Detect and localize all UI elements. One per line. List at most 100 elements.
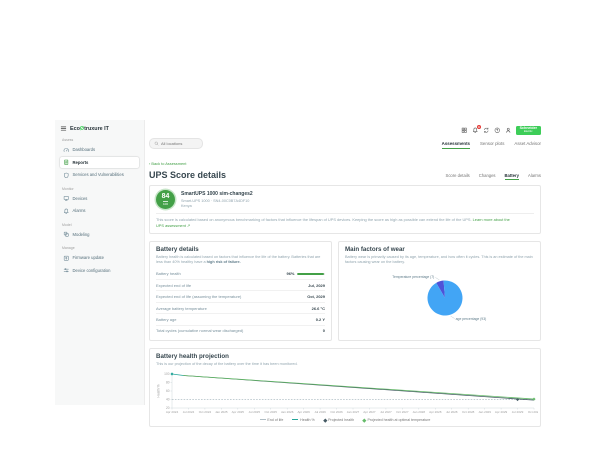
- sidebar-item-modeling[interactable]: Modeling: [60, 229, 139, 241]
- tab-assessments[interactable]: Assessments: [441, 141, 470, 149]
- score-card: 84 100 SmartUPS 1000 sim-changes2 Smart-…: [149, 185, 541, 234]
- svg-text:Apr 2024: Apr 2024: [166, 410, 179, 414]
- battery-details-card: Battery details Battery health is calcul…: [149, 240, 332, 341]
- sidebar-section-model: Model: [62, 222, 72, 227]
- wear-factors-title: Main factors of wear: [345, 245, 405, 253]
- svg-text:Apr 2029: Apr 2029: [495, 410, 508, 414]
- firmware-icon: [63, 255, 70, 262]
- svg-text:Oct 2025: Oct 2025: [265, 410, 278, 414]
- detail-value: 26.6 °C: [311, 305, 325, 311]
- sidebar-item-devices[interactable]: Devices: [60, 193, 139, 205]
- wear-factors-card: Main factors of wear Battery wear is pri…: [338, 240, 541, 341]
- health-bar: [297, 272, 325, 276]
- series-health: [171, 374, 184, 377]
- svg-text:Apr 2027: Apr 2027: [363, 410, 376, 414]
- legend-item-projected-health-at-optimal-temperature: Projected health at optimal temperature: [362, 417, 431, 422]
- sidebar-header: EcoØtruxure IT: [60, 125, 139, 132]
- svg-text:Apr 2025: Apr 2025: [232, 410, 245, 414]
- detail-label: Expected end of life (assuming the tempe…: [156, 294, 242, 300]
- back-link[interactable]: ‹ Back to Assessment: [149, 161, 187, 166]
- divider: [156, 213, 534, 214]
- device-name: SmartUPS 1000 sim-changes2: [181, 191, 253, 198]
- detail-value: 0: [322, 328, 325, 334]
- detail-label: Battery health: [156, 271, 181, 277]
- legend-swatch: [292, 419, 299, 421]
- wear-factors-description: Battery wear is primarily caused by its …: [345, 254, 533, 265]
- svg-text:Oct 2027: Oct 2027: [396, 410, 409, 414]
- svg-text:Jan 2025: Jan 2025: [215, 410, 228, 414]
- subtab-battery[interactable]: Battery: [504, 173, 519, 180]
- sidebar-section-assess: Assess: [62, 138, 74, 142]
- svg-text:Jan 2027: Jan 2027: [347, 410, 360, 414]
- battery-detail-row-average-battery-temperature: Average battery temperature 26.6 °C: [156, 303, 325, 315]
- marker-projected-health-at-optimal-temperature: [532, 397, 536, 402]
- pie-label: age percentage (93): [456, 317, 487, 321]
- svg-text:Oct 2026: Oct 2026: [330, 410, 343, 414]
- battery-details-table: Battery health 96% Expected end of life Jul…: [156, 269, 325, 336]
- search-input[interactable]: [161, 141, 198, 146]
- schneider-electric-logo[interactable]: Schneider Electric: [515, 125, 541, 136]
- score-value: 84: [161, 192, 170, 200]
- device-meta: Smart-UPS 1000 · SN4-00C0B7A4DF10: [181, 198, 250, 203]
- sidebar-item-label: Alarms: [72, 208, 86, 214]
- sidebar-item-label: Modeling: [72, 231, 90, 237]
- devices-icon: [63, 195, 70, 202]
- sidebar-item-alarms[interactable]: Alarms: [60, 205, 139, 217]
- detail-label: Average battery temperature: [156, 305, 207, 311]
- sidebar-nav: Assess Dashboards Reports Services and Vuln…: [60, 138, 139, 276]
- marker-projected-health: [515, 398, 520, 402]
- legend-label: Projected health: [328, 417, 355, 422]
- sidebar-item-label: Device configuration: [72, 267, 111, 273]
- tab-sensor-plots[interactable]: Sensor plots: [479, 141, 505, 146]
- battery-detail-row-expected-end-of-life-assuming-: Expected end of life (assuming the tempe…: [156, 291, 325, 303]
- battery-detail-row-total-cycles-cumulative-normal: Total cycles (cumulative normal wear dis…: [156, 326, 325, 336]
- page-title: UPS Score details: [149, 170, 227, 180]
- sidebar-item-dashboards[interactable]: Dashboards: [60, 144, 139, 156]
- search-icon: [154, 141, 159, 146]
- svg-text:Jul 2026: Jul 2026: [314, 410, 326, 414]
- sidebar-item-firmware-update[interactable]: Firmware update: [60, 252, 139, 264]
- sidebar-item-services-and-vulnerabilities[interactable]: Services and Vulnerabilities: [60, 169, 139, 181]
- title-row: UPS Score details Score details Changes Ba…: [149, 170, 541, 180]
- score-description: This score is calculated based on anonym…: [156, 217, 516, 229]
- detail-value: 0.2 Y: [315, 316, 325, 322]
- detail-value: 96%: [286, 271, 325, 276]
- tab-asset-advisor[interactable]: Asset Advisor: [514, 141, 541, 146]
- user-icon[interactable]: [505, 127, 512, 134]
- svg-text:60: 60: [166, 390, 170, 394]
- notifications-icon[interactable]: 9: [472, 125, 481, 134]
- sidebar-item-device-configuration[interactable]: Device configuration: [60, 265, 139, 277]
- hamburger-menu-icon[interactable]: [60, 125, 67, 132]
- legend-item-health: Health %: [292, 417, 315, 422]
- sync-icon[interactable]: [483, 127, 490, 134]
- svg-text:Jul 2028: Jul 2028: [446, 410, 458, 414]
- legend-label: End of life: [267, 417, 284, 422]
- bell-icon: [63, 208, 70, 215]
- legend-label: Projected health at optimal temperature: [367, 417, 431, 422]
- score-description-text: This score is calculated based on anonym…: [156, 217, 472, 222]
- apps-grid-icon[interactable]: [461, 127, 468, 134]
- utility-bar: 9 Schneider Electric: [149, 125, 541, 136]
- svg-text:80: 80: [166, 381, 170, 385]
- legend-swatch: [362, 418, 367, 422]
- battery-details-title: Battery details: [156, 245, 199, 253]
- legend-label: Health %: [300, 417, 315, 422]
- learn-more-link[interactable]: Learn more about the UPS assessment ↗: [156, 217, 510, 228]
- help-icon[interactable]: [494, 127, 501, 134]
- battery-detail-row-expected-end-of-life: Expected end of life Jul, 2029: [156, 280, 325, 292]
- svg-text:Oct 2028: Oct 2028: [462, 410, 475, 414]
- battery-details-description: Battery health is calculated based on fa…: [156, 254, 321, 265]
- subtab-changes[interactable]: Changes: [478, 172, 496, 178]
- location-search[interactable]: [149, 138, 203, 149]
- shield-icon: [63, 172, 70, 179]
- score-badge: 84 100: [156, 190, 175, 209]
- subtab-alarms[interactable]: Alarms: [527, 172, 541, 178]
- detail-label: Total cycles (cumulative normal wear dis…: [156, 328, 244, 334]
- subtab-score-details[interactable]: Score details: [445, 172, 470, 178]
- sidebar-item-reports[interactable]: Reports: [60, 156, 139, 168]
- health-projection-title: Battery health projection: [156, 352, 229, 360]
- svg-text:Jan 2028: Jan 2028: [413, 410, 426, 414]
- brand-line1: Schneider: [519, 126, 537, 131]
- sidebar-item-label: Reports: [72, 159, 89, 165]
